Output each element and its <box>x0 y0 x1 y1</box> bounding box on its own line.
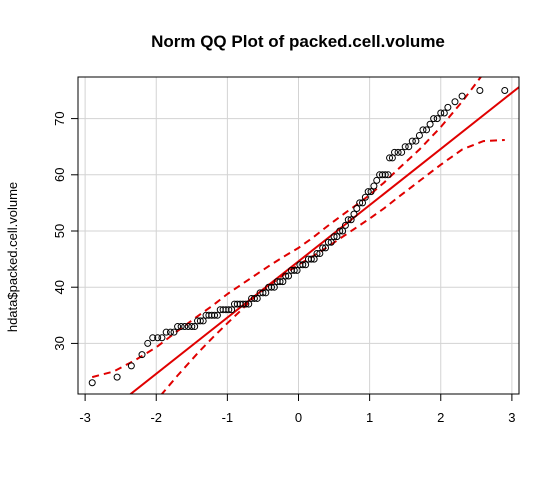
x-tick-label: 0 <box>295 410 302 425</box>
data-point <box>459 93 465 99</box>
x-tick-label: 2 <box>437 410 444 425</box>
data-point <box>416 132 422 138</box>
y-tick-label: 30 <box>52 336 67 350</box>
y-tick-label: 70 <box>52 111 67 125</box>
data-point <box>427 121 433 127</box>
data-point <box>441 110 447 116</box>
data-point <box>159 335 165 341</box>
chart-title: Norm QQ Plot of packed.cell.volume <box>151 32 445 51</box>
data-point <box>128 363 134 369</box>
y-axis-label: hdata$packed.cell.volume <box>5 182 20 332</box>
data-point <box>354 206 360 212</box>
data-point <box>413 138 419 144</box>
x-tick-label: -1 <box>222 410 234 425</box>
x-tick-label: -2 <box>150 410 162 425</box>
x-tick-label: -3 <box>79 410 91 425</box>
data-point <box>371 183 377 189</box>
x-tick-label: 3 <box>508 410 515 425</box>
y-tick-label: 40 <box>52 280 67 294</box>
x-tick-label: 1 <box>366 410 373 425</box>
y-tick-label: 50 <box>52 224 67 238</box>
y-tick-label: 60 <box>52 168 67 182</box>
axes: -3 -2 -1 0 1 2 3 30 40 50 60 70 <box>52 111 516 425</box>
data-point <box>452 99 458 105</box>
data-point <box>424 127 430 133</box>
grid <box>78 77 519 394</box>
data-point <box>374 177 380 183</box>
data-point <box>445 104 451 110</box>
data-point <box>406 144 412 150</box>
data-point <box>114 374 120 380</box>
data-point <box>89 380 95 386</box>
data-point <box>502 87 508 93</box>
data-point <box>477 87 483 93</box>
data-point <box>399 149 405 155</box>
